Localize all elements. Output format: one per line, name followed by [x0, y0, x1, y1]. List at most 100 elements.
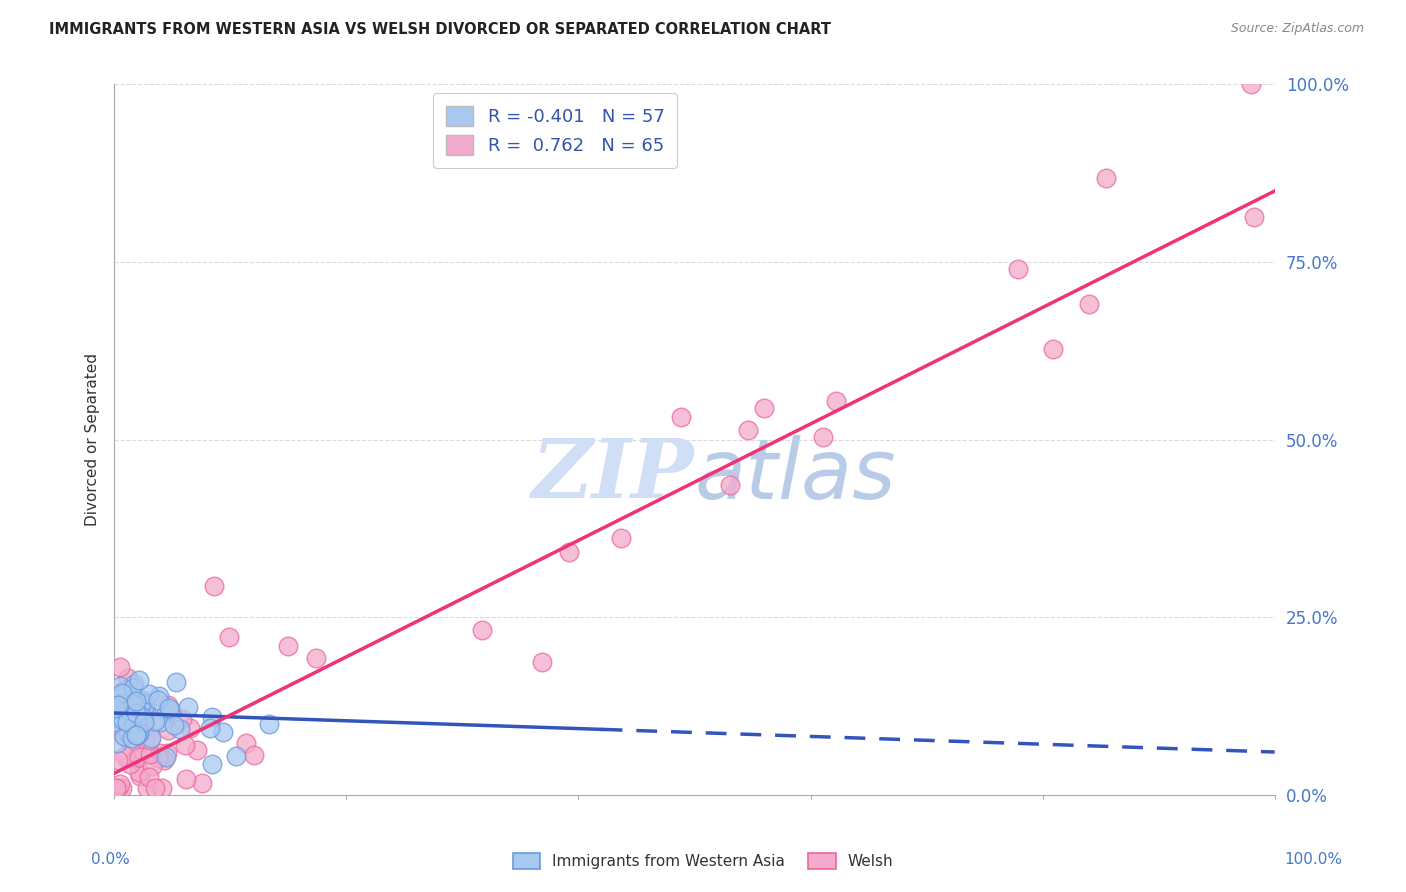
Legend: Immigrants from Western Asia, Welsh: Immigrants from Western Asia, Welsh	[506, 847, 900, 875]
Point	[125, 728, 148, 742]
Point	[105, 723, 128, 738]
Point	[107, 780, 129, 795]
Point	[117, 726, 139, 740]
Point	[112, 713, 135, 727]
Point	[305, 651, 328, 665]
Point	[104, 715, 127, 730]
Point	[108, 660, 131, 674]
Point	[811, 429, 834, 443]
Point	[112, 683, 135, 698]
Point	[156, 723, 179, 738]
Text: IMMIGRANTS FROM WESTERN ASIA VS WELSH DIVORCED OR SEPARATED CORRELATION CHART: IMMIGRANTS FROM WESTERN ASIA VS WELSH DI…	[49, 22, 831, 37]
Point	[117, 715, 139, 730]
Point	[111, 727, 134, 741]
Point	[114, 749, 136, 764]
Point	[752, 401, 775, 415]
Point	[174, 738, 197, 752]
Point	[107, 698, 129, 712]
Point	[135, 705, 157, 719]
Point	[115, 684, 138, 698]
Point	[112, 729, 135, 743]
Point	[824, 393, 846, 408]
Point	[118, 756, 141, 771]
Point	[128, 769, 150, 783]
Point	[163, 717, 186, 731]
Text: Source: ZipAtlas.com: Source: ZipAtlas.com	[1230, 22, 1364, 36]
Point	[135, 718, 157, 732]
Point	[718, 477, 741, 491]
Point	[202, 579, 225, 593]
Point	[125, 706, 148, 720]
Point	[121, 720, 143, 734]
Point	[257, 717, 280, 731]
Point	[104, 701, 127, 715]
Point	[149, 714, 172, 729]
Point	[530, 655, 553, 669]
Point	[135, 696, 157, 710]
Point	[129, 709, 152, 723]
Point	[139, 733, 162, 747]
Text: 0.0%: 0.0%	[91, 852, 131, 867]
Point	[159, 703, 181, 717]
Point	[243, 747, 266, 762]
Point	[191, 776, 214, 790]
Point	[111, 686, 134, 700]
Point	[610, 531, 633, 545]
Point	[737, 423, 759, 437]
Point	[156, 746, 179, 760]
Point	[200, 721, 222, 735]
Point	[156, 698, 179, 713]
Point	[120, 736, 142, 750]
Point	[277, 639, 299, 653]
Point	[174, 772, 197, 786]
Point	[143, 714, 166, 728]
Point	[212, 724, 235, 739]
Point	[155, 750, 177, 764]
Point	[117, 671, 139, 685]
Point	[1240, 78, 1263, 92]
Point	[134, 731, 156, 746]
Point	[122, 681, 145, 695]
Point	[138, 770, 160, 784]
Point	[125, 728, 148, 742]
Point	[135, 780, 157, 795]
Point	[157, 701, 180, 715]
Point	[1007, 262, 1029, 277]
Point	[131, 696, 153, 710]
Point	[114, 694, 136, 708]
Point	[143, 780, 166, 795]
Point	[153, 752, 176, 766]
Point	[105, 717, 128, 731]
Point	[1077, 296, 1099, 310]
Legend: R = -0.401   N = 57, R =  0.762   N = 65: R = -0.401 N = 57, R = 0.762 N = 65	[433, 94, 678, 168]
Point	[122, 677, 145, 691]
Text: ZIP: ZIP	[531, 435, 695, 515]
Point	[235, 736, 257, 750]
Point	[150, 780, 173, 795]
Point	[186, 742, 208, 756]
Text: atlas: atlas	[695, 434, 896, 516]
Point	[669, 409, 692, 424]
Point	[128, 727, 150, 741]
Point	[125, 706, 148, 720]
Point	[131, 692, 153, 706]
Point	[107, 753, 129, 767]
Point	[139, 747, 162, 762]
Point	[146, 751, 169, 765]
Point	[146, 693, 169, 707]
Point	[141, 759, 163, 773]
Point	[128, 764, 150, 779]
Point	[1042, 343, 1064, 357]
Point	[105, 780, 128, 795]
Point	[201, 710, 224, 724]
Point	[108, 777, 131, 791]
Y-axis label: Divorced or Separated: Divorced or Separated	[86, 353, 100, 526]
Point	[141, 731, 163, 745]
Point	[127, 704, 149, 718]
Point	[558, 545, 581, 559]
Point	[131, 708, 153, 723]
Point	[225, 748, 247, 763]
Point	[148, 746, 170, 760]
Point	[108, 679, 131, 693]
Point	[118, 703, 141, 717]
